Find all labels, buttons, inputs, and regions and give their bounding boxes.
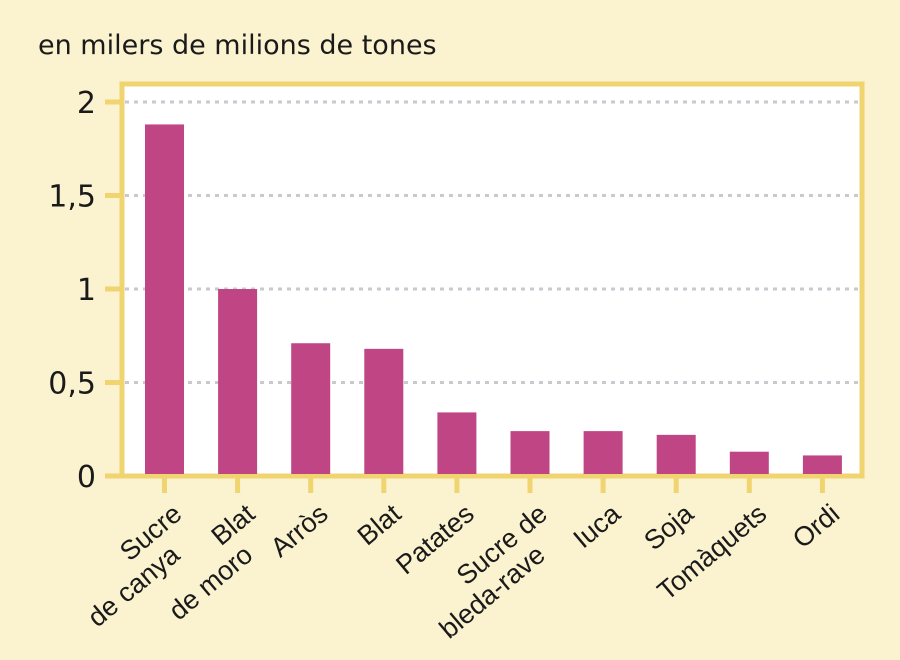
y-axis-label: en milers de milions de tones (38, 30, 437, 61)
bar (364, 348, 404, 474)
x-tick-label: Ordi (787, 498, 845, 554)
y-tick-label: 1,5 (48, 180, 96, 215)
bar (145, 124, 184, 474)
x-tick-label: Iuca (568, 498, 627, 554)
y-tick-label: 1 (77, 273, 96, 308)
y-tick-label: 0 (77, 460, 96, 495)
y-tick-label: 0,5 (48, 367, 96, 402)
bar (437, 412, 477, 474)
x-tick-label: Soja (638, 498, 699, 556)
bar (656, 434, 696, 474)
bar (729, 451, 769, 474)
y-tick-label: 2 (77, 86, 96, 121)
x-tick-label: Blat (352, 498, 407, 551)
bar (291, 343, 331, 474)
bar (583, 431, 623, 474)
bar (218, 289, 258, 474)
bar (802, 455, 842, 474)
x-tick-label: Arròs (265, 498, 334, 562)
bar (510, 431, 550, 474)
